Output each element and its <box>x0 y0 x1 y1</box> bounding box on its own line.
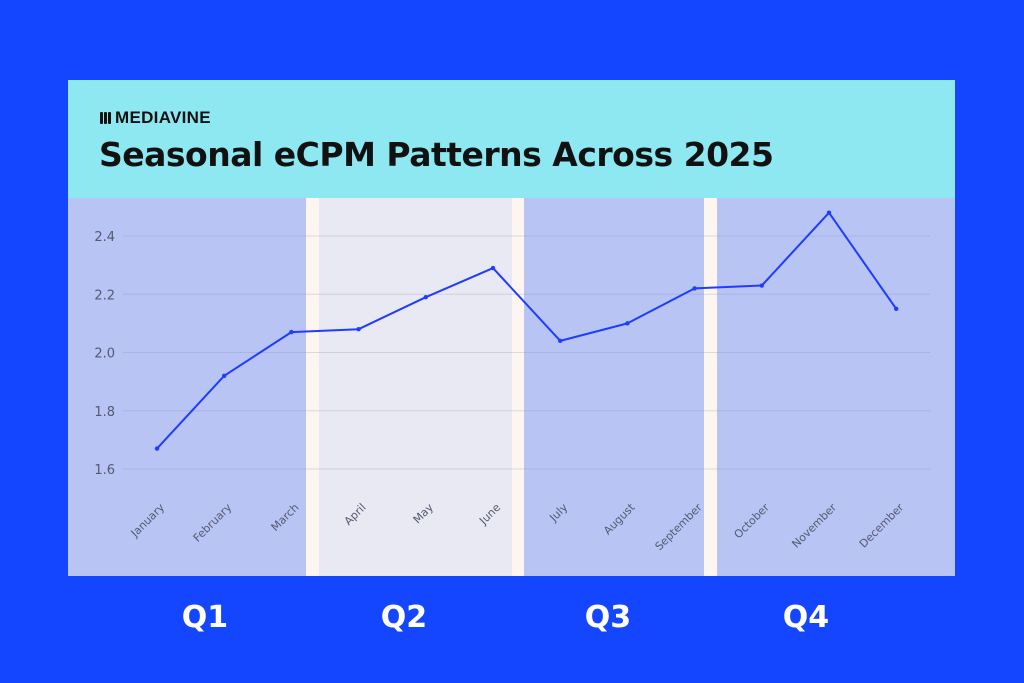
data-point <box>692 286 697 291</box>
quarter-label-q3: Q3 <box>584 600 632 635</box>
quarter-band-q1 <box>68 198 306 576</box>
data-point <box>625 321 630 326</box>
series-line-ecpm <box>156 211 898 450</box>
data-point <box>154 446 160 451</box>
y-tick-label: 2.0 <box>94 347 115 362</box>
y-tick-label: 2.4 <box>94 230 115 245</box>
y-tick-label: 1.8 <box>94 405 115 420</box>
quarter-separator <box>306 198 319 576</box>
data-point <box>356 327 361 332</box>
brand-name: MEDIAVINE <box>115 108 211 127</box>
y-tick-label: 1.6 <box>94 463 115 478</box>
data-point <box>894 306 899 312</box>
y-tick-label: 2.2 <box>94 288 115 303</box>
quarter-band-q2 <box>319 198 512 576</box>
quarter-band-q4 <box>717 198 955 576</box>
chart-title: Seasonal eCPM Patterns Across 2025 <box>99 135 774 174</box>
logo-mark-icon <box>100 112 111 124</box>
quarter-label-q4: Q4 <box>782 600 830 635</box>
data-point <box>558 338 563 344</box>
data-point <box>423 294 428 300</box>
data-point <box>222 373 227 378</box>
data-point <box>289 329 294 335</box>
quarter-separator <box>512 198 524 576</box>
data-point <box>759 283 764 288</box>
mediavine-logo: MEDIAVINE <box>100 108 211 128</box>
quarter-separator <box>704 198 717 576</box>
data-point <box>826 210 832 215</box>
data-point <box>490 265 496 271</box>
quarter-band-q3 <box>524 198 704 576</box>
quarter-label-q2: Q2 <box>380 600 428 635</box>
chart-header: MEDIAVINE Seasonal eCPM Patterns Across … <box>68 80 955 198</box>
quarter-label-q1: Q1 <box>181 600 229 635</box>
